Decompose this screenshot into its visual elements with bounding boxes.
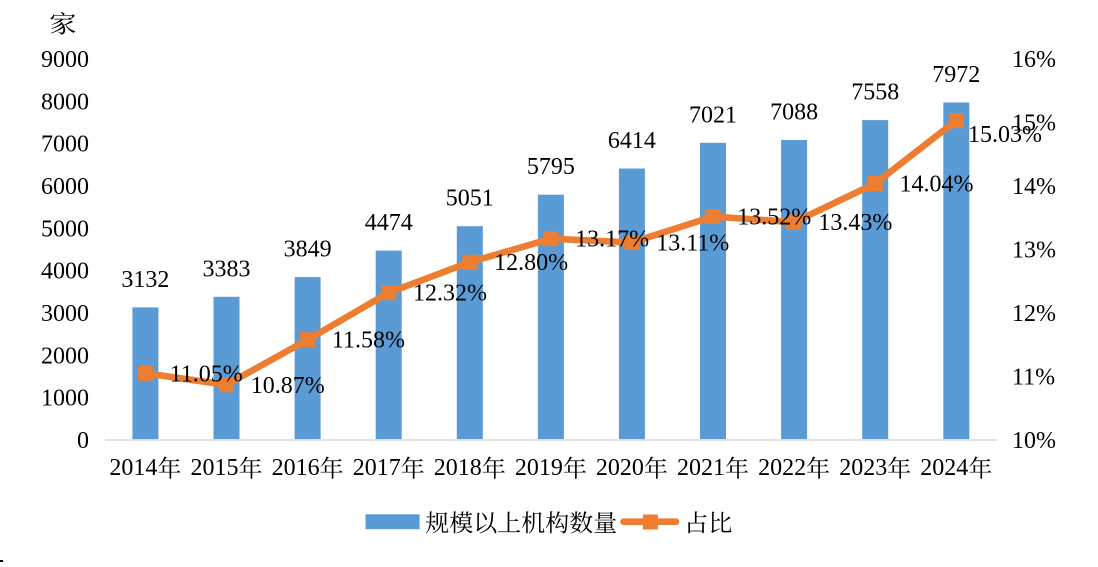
svg-text:10%: 10% [1012,428,1056,454]
svg-text:12.32%: 12.32% [413,281,487,307]
svg-text:9000: 9000 [41,47,89,73]
svg-text:13.17%: 13.17% [575,227,649,253]
svg-text:2015: 2015 [191,455,239,481]
svg-text:6000: 6000 [41,174,89,200]
svg-text:6414: 6414 [608,128,656,154]
svg-text:2014: 2014 [109,455,157,481]
svg-text:7000: 7000 [41,132,89,158]
svg-text:2017: 2017 [353,455,401,481]
svg-text:2000: 2000 [41,343,89,369]
svg-text:2020: 2020 [596,455,644,481]
svg-text:2021: 2021 [677,455,725,481]
svg-text:2018: 2018 [434,455,482,481]
svg-text:12%: 12% [1012,301,1056,327]
svg-text:1000: 1000 [41,386,89,412]
svg-text:2022: 2022 [758,455,806,481]
svg-text:11.58%: 11.58% [332,328,405,354]
svg-text:12.80%: 12.80% [494,250,568,276]
svg-text:7972: 7972 [932,62,980,88]
svg-text:4000: 4000 [41,259,89,285]
svg-text:2016: 2016 [272,455,320,481]
svg-text:13.11%: 13.11% [656,231,729,257]
svg-text:3000: 3000 [41,301,89,327]
svg-text:5795: 5795 [527,154,575,180]
svg-text:5051: 5051 [446,186,494,212]
svg-text:3849: 3849 [284,237,332,263]
svg-text:7021: 7021 [689,102,737,128]
svg-text:5000: 5000 [41,216,89,242]
svg-text:8000: 8000 [41,89,89,115]
svg-text:14%: 14% [1012,174,1056,200]
svg-text:7558: 7558 [851,80,899,106]
svg-text:3132: 3132 [121,267,169,293]
svg-text:2023: 2023 [839,455,887,481]
svg-text:0: 0 [77,428,89,454]
svg-text:13.43%: 13.43% [818,210,892,236]
svg-text:14.04%: 14.04% [900,172,974,198]
svg-text:10.87%: 10.87% [251,373,325,399]
svg-text:2019: 2019 [515,455,563,481]
svg-text:11.05%: 11.05% [170,361,243,387]
svg-text:11%: 11% [1012,365,1055,391]
svg-text:13%: 13% [1012,238,1056,264]
svg-text:3383: 3383 [203,256,251,282]
svg-text:15%: 15% [1012,111,1056,137]
svg-text:4474: 4474 [365,210,413,236]
svg-text:13.52%: 13.52% [737,205,811,231]
svg-text:2024: 2024 [920,455,968,481]
svg-text:7088: 7088 [770,100,818,126]
svg-text:15.03%: 15.03% [968,122,1042,148]
svg-text:16%: 16% [1012,47,1056,73]
